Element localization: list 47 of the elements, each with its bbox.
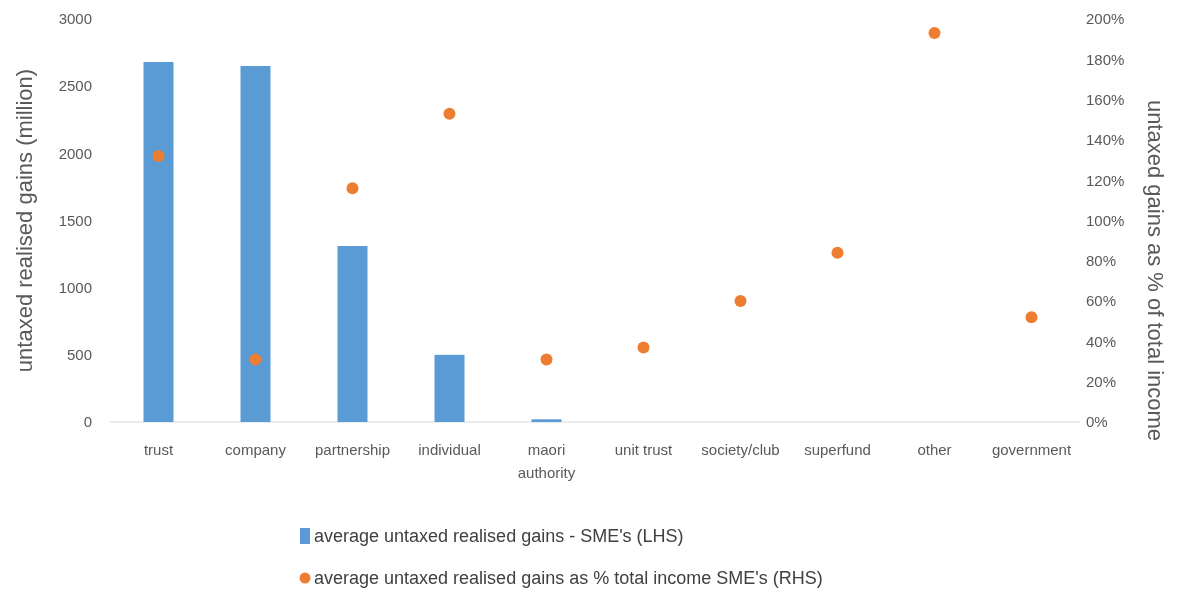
- y2-tick-label: 160%: [1086, 90, 1125, 108]
- x-tick-label: trust: [143, 441, 174, 458]
- y-axis-title: untaxed realised gains (million): [12, 68, 37, 373]
- point: [152, 150, 165, 163]
- y2-tick-label: 200%: [1086, 10, 1125, 28]
- y2-tick-label: 40%: [1086, 332, 1117, 350]
- x-tick-label: superfund: [804, 441, 871, 458]
- legend-label: average untaxed realised gains as % total income SME's (RHS): [314, 568, 823, 588]
- point: [346, 182, 359, 195]
- point: [831, 246, 844, 259]
- bar: [337, 246, 368, 422]
- point: [540, 353, 553, 366]
- point: [928, 27, 941, 40]
- y2-tick-label: 20%: [1086, 373, 1117, 390]
- y-tick-label: 1000: [58, 278, 92, 296]
- x-tick-label: individual: [418, 441, 481, 458]
- y2-tick-label: 0%: [1086, 413, 1108, 431]
- y2-tick-label: 100%: [1086, 211, 1125, 229]
- y2-tick-label: 140%: [1086, 131, 1125, 149]
- y-tick-label: 2500: [58, 77, 92, 95]
- point: [249, 353, 262, 366]
- y-tick-label: 3000: [58, 10, 92, 28]
- y2-tick-label: 120%: [1086, 171, 1125, 189]
- bar: [240, 66, 271, 422]
- x-tick-label: company: [225, 441, 287, 458]
- y-tick-label: 2000: [58, 144, 92, 162]
- x-tick-label: unit trust: [614, 441, 674, 458]
- point: [1025, 311, 1038, 324]
- y2-tick-label: 180%: [1086, 50, 1125, 68]
- x-tick-label: government: [991, 441, 1072, 458]
- x-tick-label: partnership: [314, 441, 391, 458]
- y-tick-label: 500: [66, 346, 92, 364]
- bar: [434, 354, 465, 422]
- y2-tick-label: 60%: [1086, 292, 1117, 310]
- bar: [143, 61, 174, 422]
- bar: [531, 419, 562, 422]
- point: [637, 341, 650, 354]
- y-tick-label: 0: [83, 413, 92, 431]
- legend-label: average untaxed realised gains - SME's (LHS): [314, 526, 684, 546]
- y2-axis-title: untaxed gains as % of total income: [1143, 99, 1168, 442]
- point: [734, 295, 747, 308]
- x-tick-label: maori authority: [517, 441, 576, 481]
- y2-tick-label: 80%: [1086, 252, 1117, 270]
- x-tick-label: other: [917, 441, 952, 458]
- y-tick-label: 1500: [58, 211, 92, 229]
- x-tick-label: society/club: [701, 441, 780, 458]
- point: [443, 107, 456, 120]
